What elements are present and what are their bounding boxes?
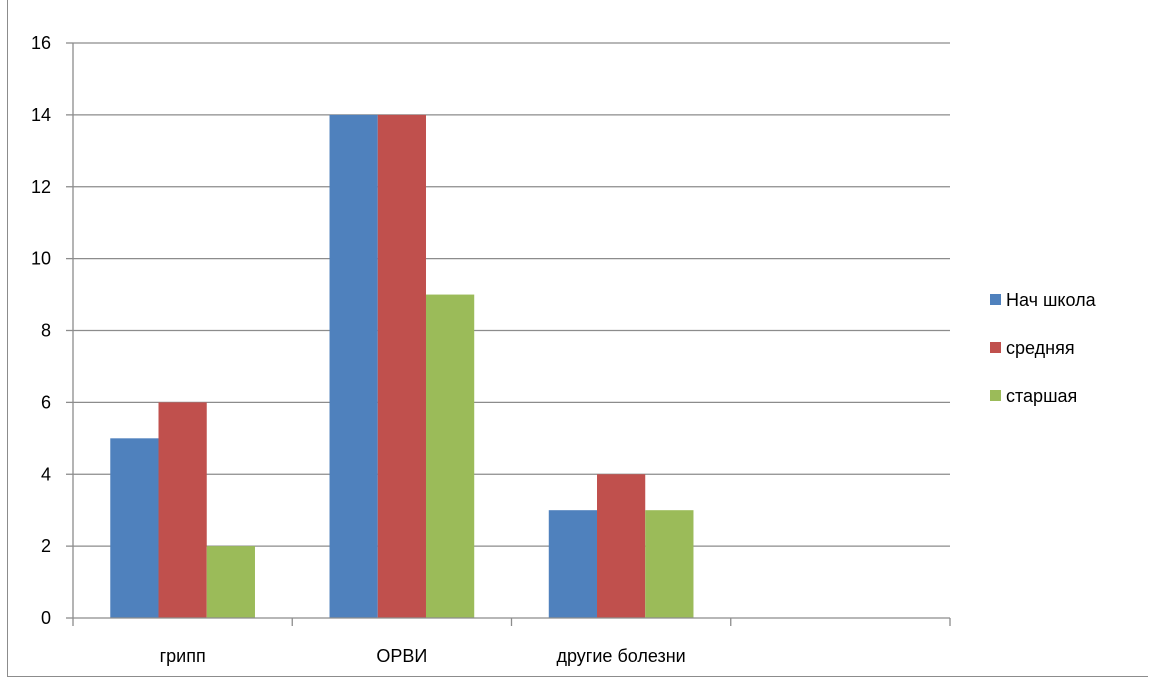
bar (206, 546, 255, 618)
legend-label: средняя (1006, 338, 1075, 358)
legend-swatch (990, 294, 1001, 305)
bar (597, 474, 646, 618)
y-tick-label: 14 (31, 105, 51, 125)
y-tick-label: 10 (31, 249, 51, 269)
chart-frame (7, 0, 1148, 677)
bar (645, 510, 694, 618)
bars (110, 114, 694, 618)
legend-swatch (990, 390, 1001, 401)
legend-label: старшая (1006, 386, 1077, 406)
gridlines (73, 42, 950, 547)
x-tick-label: грипп (160, 646, 206, 666)
bar (425, 294, 475, 618)
legend-label: Нач школа (1006, 290, 1097, 310)
bar (548, 510, 598, 618)
y-tick-label: 6 (41, 392, 51, 412)
y-tick-label: 2 (41, 536, 51, 556)
bar (158, 402, 207, 618)
y-tick-label: 0 (41, 608, 51, 628)
bar (110, 438, 159, 618)
axes (66, 42, 951, 626)
y-tick-label: 16 (31, 33, 51, 53)
y-tick-labels: 0 2 4 6 8 10 12 14 16 (31, 33, 51, 628)
bar (329, 114, 378, 618)
legend-swatch (990, 342, 1001, 353)
y-tick-label: 4 (41, 464, 51, 484)
bar (377, 114, 426, 618)
y-tick-label: 8 (41, 321, 51, 341)
legend: Нач школа средняя старшая (990, 290, 1097, 406)
x-tick-label: другие болезни (557, 646, 686, 666)
x-tick-label: ОРВИ (376, 646, 427, 666)
x-tick-labels: грипп ОРВИ другие болезни (160, 646, 686, 666)
y-tick-label: 12 (31, 177, 51, 197)
